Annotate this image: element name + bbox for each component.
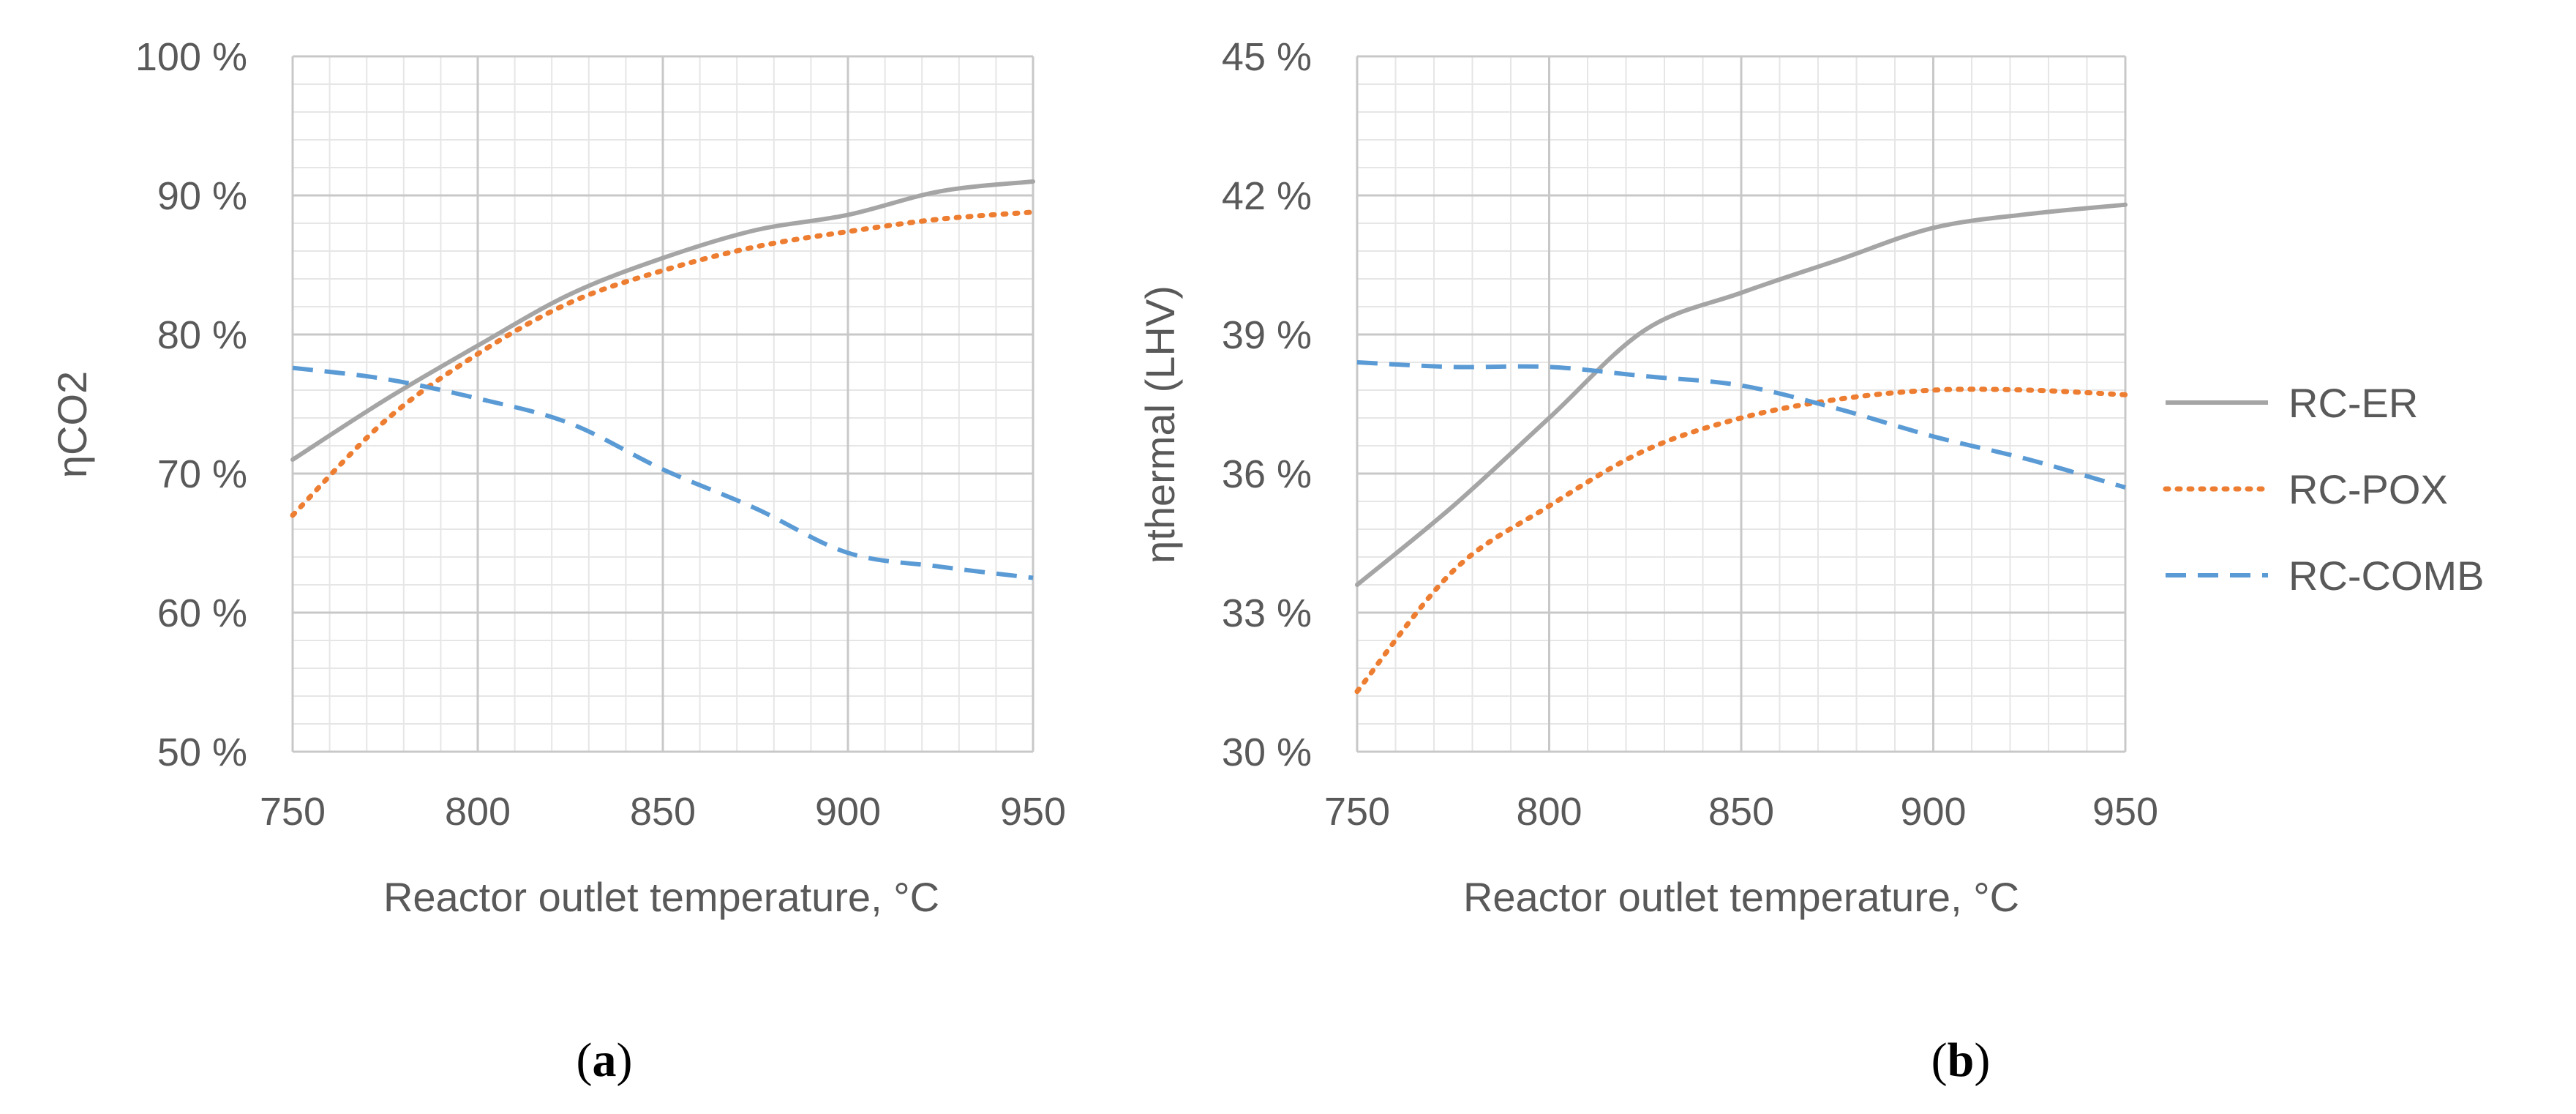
chart-a-x-tick-label: 950 bbox=[1000, 790, 1066, 834]
chart-b-y-axis-title: ηthermal (LHV) bbox=[1137, 285, 1183, 564]
chart-b-thermal-efficiency: 30 % 33 % 36 % 39 % 42 % 45 % 750 800 850 900 950… bbox=[1137, 35, 2158, 920]
chart-b-y-tick-label: 30 % bbox=[1222, 730, 1312, 774]
chart-a-y-tick-label: 80 % bbox=[157, 313, 247, 357]
chart-a-series-rc-comb bbox=[292, 365, 1034, 580]
caption-b-letter: b bbox=[1948, 1033, 1975, 1087]
legend-label-rc-er: RC-ER bbox=[2288, 380, 2418, 426]
caption-b: (b) bbox=[1931, 1033, 1991, 1087]
chart-a-y-tick-label: 70 % bbox=[157, 452, 247, 496]
chart-b-y-tick-label: 42 % bbox=[1222, 174, 1312, 218]
chart-b-y-tick-label: 39 % bbox=[1222, 313, 1312, 357]
chart-b-grid bbox=[1356, 55, 2127, 753]
chart-b-x-tick-label: 750 bbox=[1324, 790, 1390, 834]
chart-a-series bbox=[290, 179, 1036, 580]
chart-a-y-axis-title: ηCO2 bbox=[49, 371, 95, 478]
chart-b-series-rc-er bbox=[1355, 202, 2128, 587]
chart-a-y-tick-label: 90 % bbox=[157, 174, 247, 218]
chart-a-x-tick-label: 850 bbox=[630, 790, 696, 834]
chart-b-x-tick-labels: 750 800 850 900 950 bbox=[1324, 790, 2158, 834]
chart-a-y-tick-label: 50 % bbox=[157, 730, 247, 774]
chart-a-x-axis-title: Reactor outlet temperature, °C bbox=[383, 874, 939, 920]
legend-label-rc-comb: RC-COMB bbox=[2288, 553, 2485, 599]
caption-a: (a) bbox=[577, 1033, 633, 1087]
chart-a-series-rc-er bbox=[290, 179, 1035, 462]
chart-b-x-tick-label: 850 bbox=[1708, 790, 1774, 834]
chart-b-x-tick-label: 800 bbox=[1516, 790, 1582, 834]
chart-b-x-tick-label: 950 bbox=[2092, 790, 2158, 834]
chart-a-x-tick-label: 750 bbox=[260, 790, 326, 834]
chart-a-co2-efficiency: 50 % 60 % 70 % 80 % 90 % 100 % 750 800 850 900 95… bbox=[49, 35, 1066, 920]
chart-a-y-tick-labels: 50 % 60 % 70 % 80 % 90 % 100 % bbox=[135, 35, 247, 774]
chart-a-series-rc-pox bbox=[290, 209, 1036, 518]
chart-a-grid bbox=[291, 55, 1034, 753]
chart-a-x-tick-label: 800 bbox=[445, 790, 511, 834]
chart-b-y-tick-label: 33 % bbox=[1222, 591, 1312, 635]
chart-b-series bbox=[1354, 202, 2128, 695]
caption-a-letter: a bbox=[593, 1033, 617, 1087]
chart-a-x-tick-label: 900 bbox=[815, 790, 881, 834]
legend: RC-ER RC-POX RC-COMB bbox=[2163, 380, 2485, 599]
chart-a-y-tick-label: 100 % bbox=[135, 35, 247, 79]
legend-label-rc-pox: RC-POX bbox=[2288, 466, 2448, 512]
chart-b-series-rc-pox bbox=[1354, 386, 2128, 695]
chart-b-y-tick-label: 36 % bbox=[1222, 452, 1312, 496]
chart-b-y-tick-labels: 30 % 33 % 36 % 39 % 42 % 45 % bbox=[1222, 35, 1312, 774]
chart-b-y-tick-label: 45 % bbox=[1222, 35, 1312, 79]
chart-b-series-rc-comb bbox=[1356, 360, 2126, 490]
chart-b-x-axis-title: Reactor outlet temperature, °C bbox=[1463, 874, 2019, 920]
chart-b-x-tick-label: 900 bbox=[1900, 790, 1966, 834]
chart-a-x-tick-labels: 750 800 850 900 950 bbox=[260, 790, 1066, 834]
chart-a-y-tick-label: 60 % bbox=[157, 591, 247, 635]
